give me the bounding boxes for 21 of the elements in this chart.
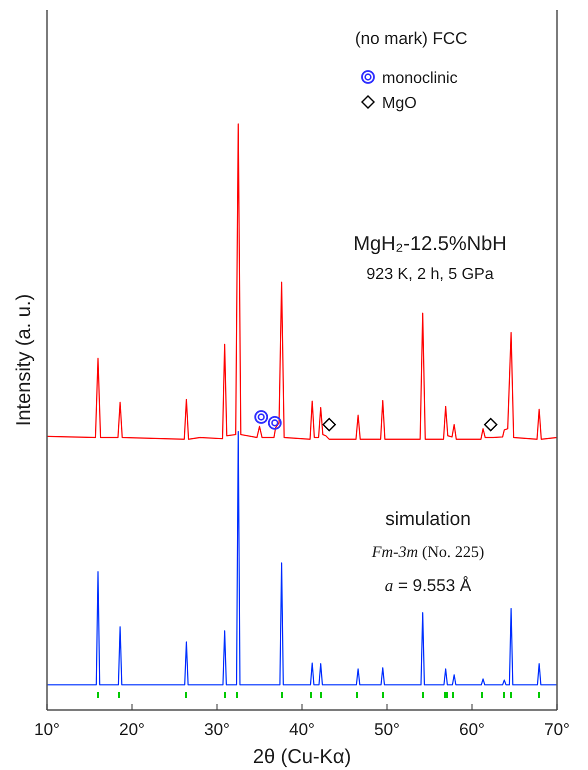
x-axis-title: 2θ (Cu-Kα) bbox=[252, 746, 352, 768]
x-tick-label: 50° bbox=[374, 720, 400, 739]
annotation: Fm-3m (No. 225) bbox=[370, 544, 484, 561]
x-tick-label: 30° bbox=[204, 720, 230, 739]
legend-title: (no mark) FCC bbox=[355, 29, 468, 48]
x-tick-label: 70° bbox=[544, 720, 570, 739]
legend-label: monoclinic bbox=[382, 70, 458, 87]
x-tick-label: 60° bbox=[459, 720, 485, 739]
x-tick-label: 10° bbox=[34, 720, 60, 739]
point bbox=[484, 418, 498, 432]
annotation: 923 K, 2 h, 5 GPa bbox=[366, 266, 494, 283]
y-axis-title: Intensity (a. u.) bbox=[13, 294, 35, 426]
annotation: a = 9.553 Å bbox=[384, 576, 472, 595]
point bbox=[322, 418, 336, 432]
point bbox=[254, 410, 268, 424]
legend-label: MgO bbox=[382, 95, 417, 112]
point bbox=[268, 416, 282, 430]
x-tick-label: 40° bbox=[289, 720, 315, 739]
annotation: MgH₂-12.5%NbH bbox=[353, 233, 507, 255]
annotation: simulation bbox=[385, 509, 471, 530]
x-tick-label: 20° bbox=[119, 720, 145, 739]
